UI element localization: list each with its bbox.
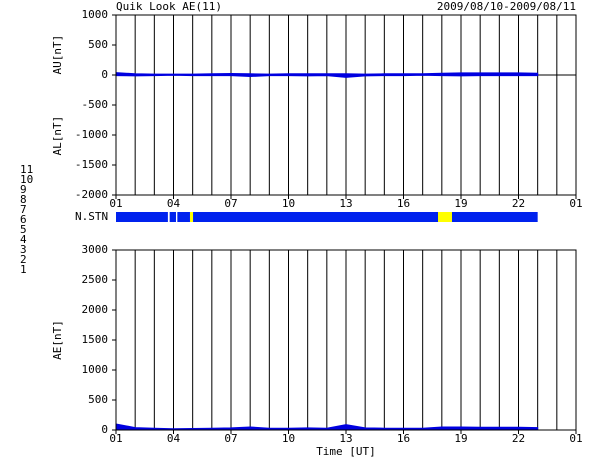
y-axis-label: AU[nT]: [51, 35, 64, 75]
x-tick-label: 07: [224, 197, 237, 210]
y-tick-label: 0: [101, 423, 108, 436]
station-segment: [177, 212, 190, 222]
y-tick-label: -2000: [75, 188, 108, 201]
x-tick-label: 19: [454, 197, 467, 210]
station-legend-label: 6: [20, 213, 27, 226]
station-segment: [193, 212, 438, 222]
x-tick-label: 16: [397, 432, 410, 445]
station-legend-label: 11: [20, 163, 33, 176]
station-legend-label: 8: [20, 193, 27, 206]
station-legend-label: 3: [20, 243, 27, 256]
station-legend-label: 4: [20, 233, 27, 246]
area: [115, 72, 539, 76]
y-tick-label: 2000: [82, 303, 109, 316]
x-tick-label: 22: [512, 432, 525, 445]
y-tick-label: -1500: [75, 158, 108, 171]
station-segment: [116, 212, 168, 222]
station-segment: [189, 212, 194, 222]
station-segment: [169, 212, 176, 222]
x-tick-label: 04: [167, 432, 181, 445]
plot-frame: [115, 14, 577, 196]
x-tick-label: 04: [167, 197, 181, 210]
station-segment: [175, 212, 178, 222]
area: [115, 423, 539, 431]
station-legend-label: 9: [20, 183, 27, 196]
y-tick-label: 1000: [82, 8, 109, 21]
x-axis-label: Time [UT]: [316, 445, 376, 458]
x-tick-label: 10: [282, 432, 295, 445]
station-legend-label: 1: [20, 263, 27, 276]
y-tick-label: 500: [88, 38, 108, 51]
y-tick-label: 500: [88, 393, 108, 406]
date-range: 2009/08/10-2009/08/11: [437, 0, 576, 13]
chart-title: Quik Look AE(11): [116, 0, 222, 13]
plot-frame: [115, 249, 577, 431]
x-tick-label: 13: [339, 432, 352, 445]
station-segment: [451, 212, 538, 222]
x-tick-label: 01: [569, 432, 582, 445]
area: [115, 74, 539, 78]
x-tick-label: 01: [109, 432, 122, 445]
y-axis-label: AE[nT]: [51, 320, 64, 360]
x-tick-label: 01: [109, 197, 122, 210]
station-legend-label: 10: [20, 173, 33, 186]
x-tick-label: 16: [397, 197, 410, 210]
station-legend-label: 7: [20, 203, 27, 216]
x-tick-label: 19: [454, 432, 467, 445]
y-tick-label: 1000: [82, 363, 109, 376]
station-segment: [167, 212, 170, 222]
x-tick-label: 07: [224, 432, 237, 445]
x-tick-label: 13: [339, 197, 352, 210]
station-segment: [438, 212, 452, 222]
timeline-label: N.STN: [75, 210, 108, 223]
station-legend-label: 2: [20, 253, 27, 266]
y-tick-label: 3000: [82, 243, 109, 256]
x-tick-label: 10: [282, 197, 295, 210]
station-legend-label: 5: [20, 223, 27, 236]
y-tick-label: -500: [82, 98, 109, 111]
x-tick-label: 01: [569, 197, 582, 210]
x-tick-label: 22: [512, 197, 525, 210]
y-tick-label: 0: [101, 68, 108, 81]
y-tick-label: 1500: [82, 333, 109, 346]
y-tick-label: 2500: [82, 273, 109, 286]
y-tick-label: -1000: [75, 128, 108, 141]
y-axis-label: AL[nT]: [51, 116, 64, 156]
